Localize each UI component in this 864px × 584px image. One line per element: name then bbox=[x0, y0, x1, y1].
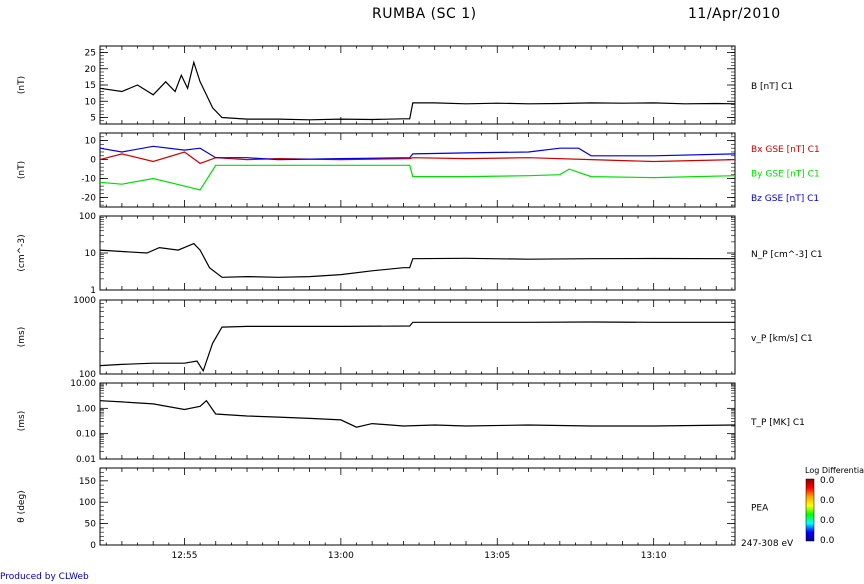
y-tick-label: 1.00 bbox=[76, 404, 96, 414]
x-tick-label: 13:10 bbox=[641, 551, 667, 561]
y-tick-label: 20 bbox=[85, 65, 97, 75]
colorbar-tick-label: 0.0 bbox=[820, 476, 835, 486]
series-line bbox=[99, 242, 736, 278]
x-tick-label: 13:05 bbox=[484, 551, 510, 561]
series-label: Bz GSE [nT] C1 bbox=[751, 194, 819, 204]
series-label: By GSE [nT] C1 bbox=[751, 169, 820, 179]
panel-frame bbox=[99, 215, 736, 291]
y-tick-label: 100 bbox=[79, 212, 96, 222]
y-tick-label: 0 bbox=[90, 541, 96, 551]
y-tick-label: 150 bbox=[79, 477, 96, 487]
y-axis-label: (ms) bbox=[17, 327, 27, 347]
y-tick-label: 10 bbox=[85, 97, 97, 107]
y-tick-label: 100 bbox=[79, 370, 96, 380]
y-tick-label: 5 bbox=[90, 114, 96, 124]
y-tick-label: -20 bbox=[81, 194, 96, 204]
y-tick-label: 100 bbox=[79, 498, 96, 508]
panel-frame bbox=[99, 132, 736, 208]
y-tick-label: 0 bbox=[90, 156, 96, 166]
x-tick-label: 12:55 bbox=[171, 551, 197, 561]
y-tick-label: -10 bbox=[81, 175, 96, 185]
y-tick-label: 0.10 bbox=[76, 430, 96, 440]
series-label: v_P [km/s] C1 bbox=[751, 334, 813, 344]
footer-credit: Produced by CLWeb bbox=[0, 572, 89, 582]
y-axis-label: (cm^-3) bbox=[17, 234, 27, 271]
series-label: Bx GSE [nT] C1 bbox=[751, 145, 820, 155]
series-line bbox=[99, 145, 736, 161]
y-tick-label: 10.00 bbox=[70, 379, 96, 389]
panel-frame bbox=[99, 299, 736, 375]
y-tick-label: 1 bbox=[90, 286, 96, 296]
series-line bbox=[99, 164, 736, 191]
y-tick-label: 25 bbox=[85, 49, 96, 59]
y-axis-label: (nT) bbox=[17, 76, 27, 94]
y-tick-label: 50 bbox=[85, 520, 97, 530]
panel-frame bbox=[99, 467, 736, 546]
y-axis-label: (nT) bbox=[17, 161, 27, 179]
x-tick-label: 13:00 bbox=[328, 551, 354, 561]
colorbar-tick-label: 0.0 bbox=[820, 516, 835, 526]
plot-date: 11/Apr/2010 bbox=[688, 6, 781, 22]
series-label: B [nT] C1 bbox=[751, 82, 793, 92]
series-line bbox=[99, 60, 736, 121]
y-tick-label: 0.01 bbox=[76, 455, 96, 465]
colorbar-title: Log Differential bbox=[805, 466, 864, 475]
series-label: T_P [MK] C1 bbox=[750, 418, 805, 428]
y-tick-label: 10 bbox=[85, 249, 97, 259]
plot-title: RUMBA (SC 1) bbox=[372, 6, 477, 22]
panel-frame bbox=[99, 45, 736, 125]
energy-label: 247-308 eV bbox=[741, 539, 794, 549]
y-axis-label: (ms) bbox=[17, 411, 27, 431]
panel-frame bbox=[99, 382, 736, 460]
colorbar-tick-label: 0.0 bbox=[820, 496, 835, 506]
colorbar bbox=[805, 478, 815, 542]
series-label: PEA bbox=[751, 504, 769, 514]
y-tick-label: 10 bbox=[85, 137, 97, 147]
series-line bbox=[99, 399, 736, 428]
colorbar-tick-label: 0.0 bbox=[820, 536, 835, 546]
series-label: N_P [cm^-3] C1 bbox=[751, 250, 823, 260]
y-tick-label: 15 bbox=[85, 81, 96, 91]
y-axis-label: θ (deg) bbox=[17, 490, 27, 522]
y-tick-label: 1000 bbox=[73, 296, 96, 306]
series-line bbox=[99, 321, 735, 373]
